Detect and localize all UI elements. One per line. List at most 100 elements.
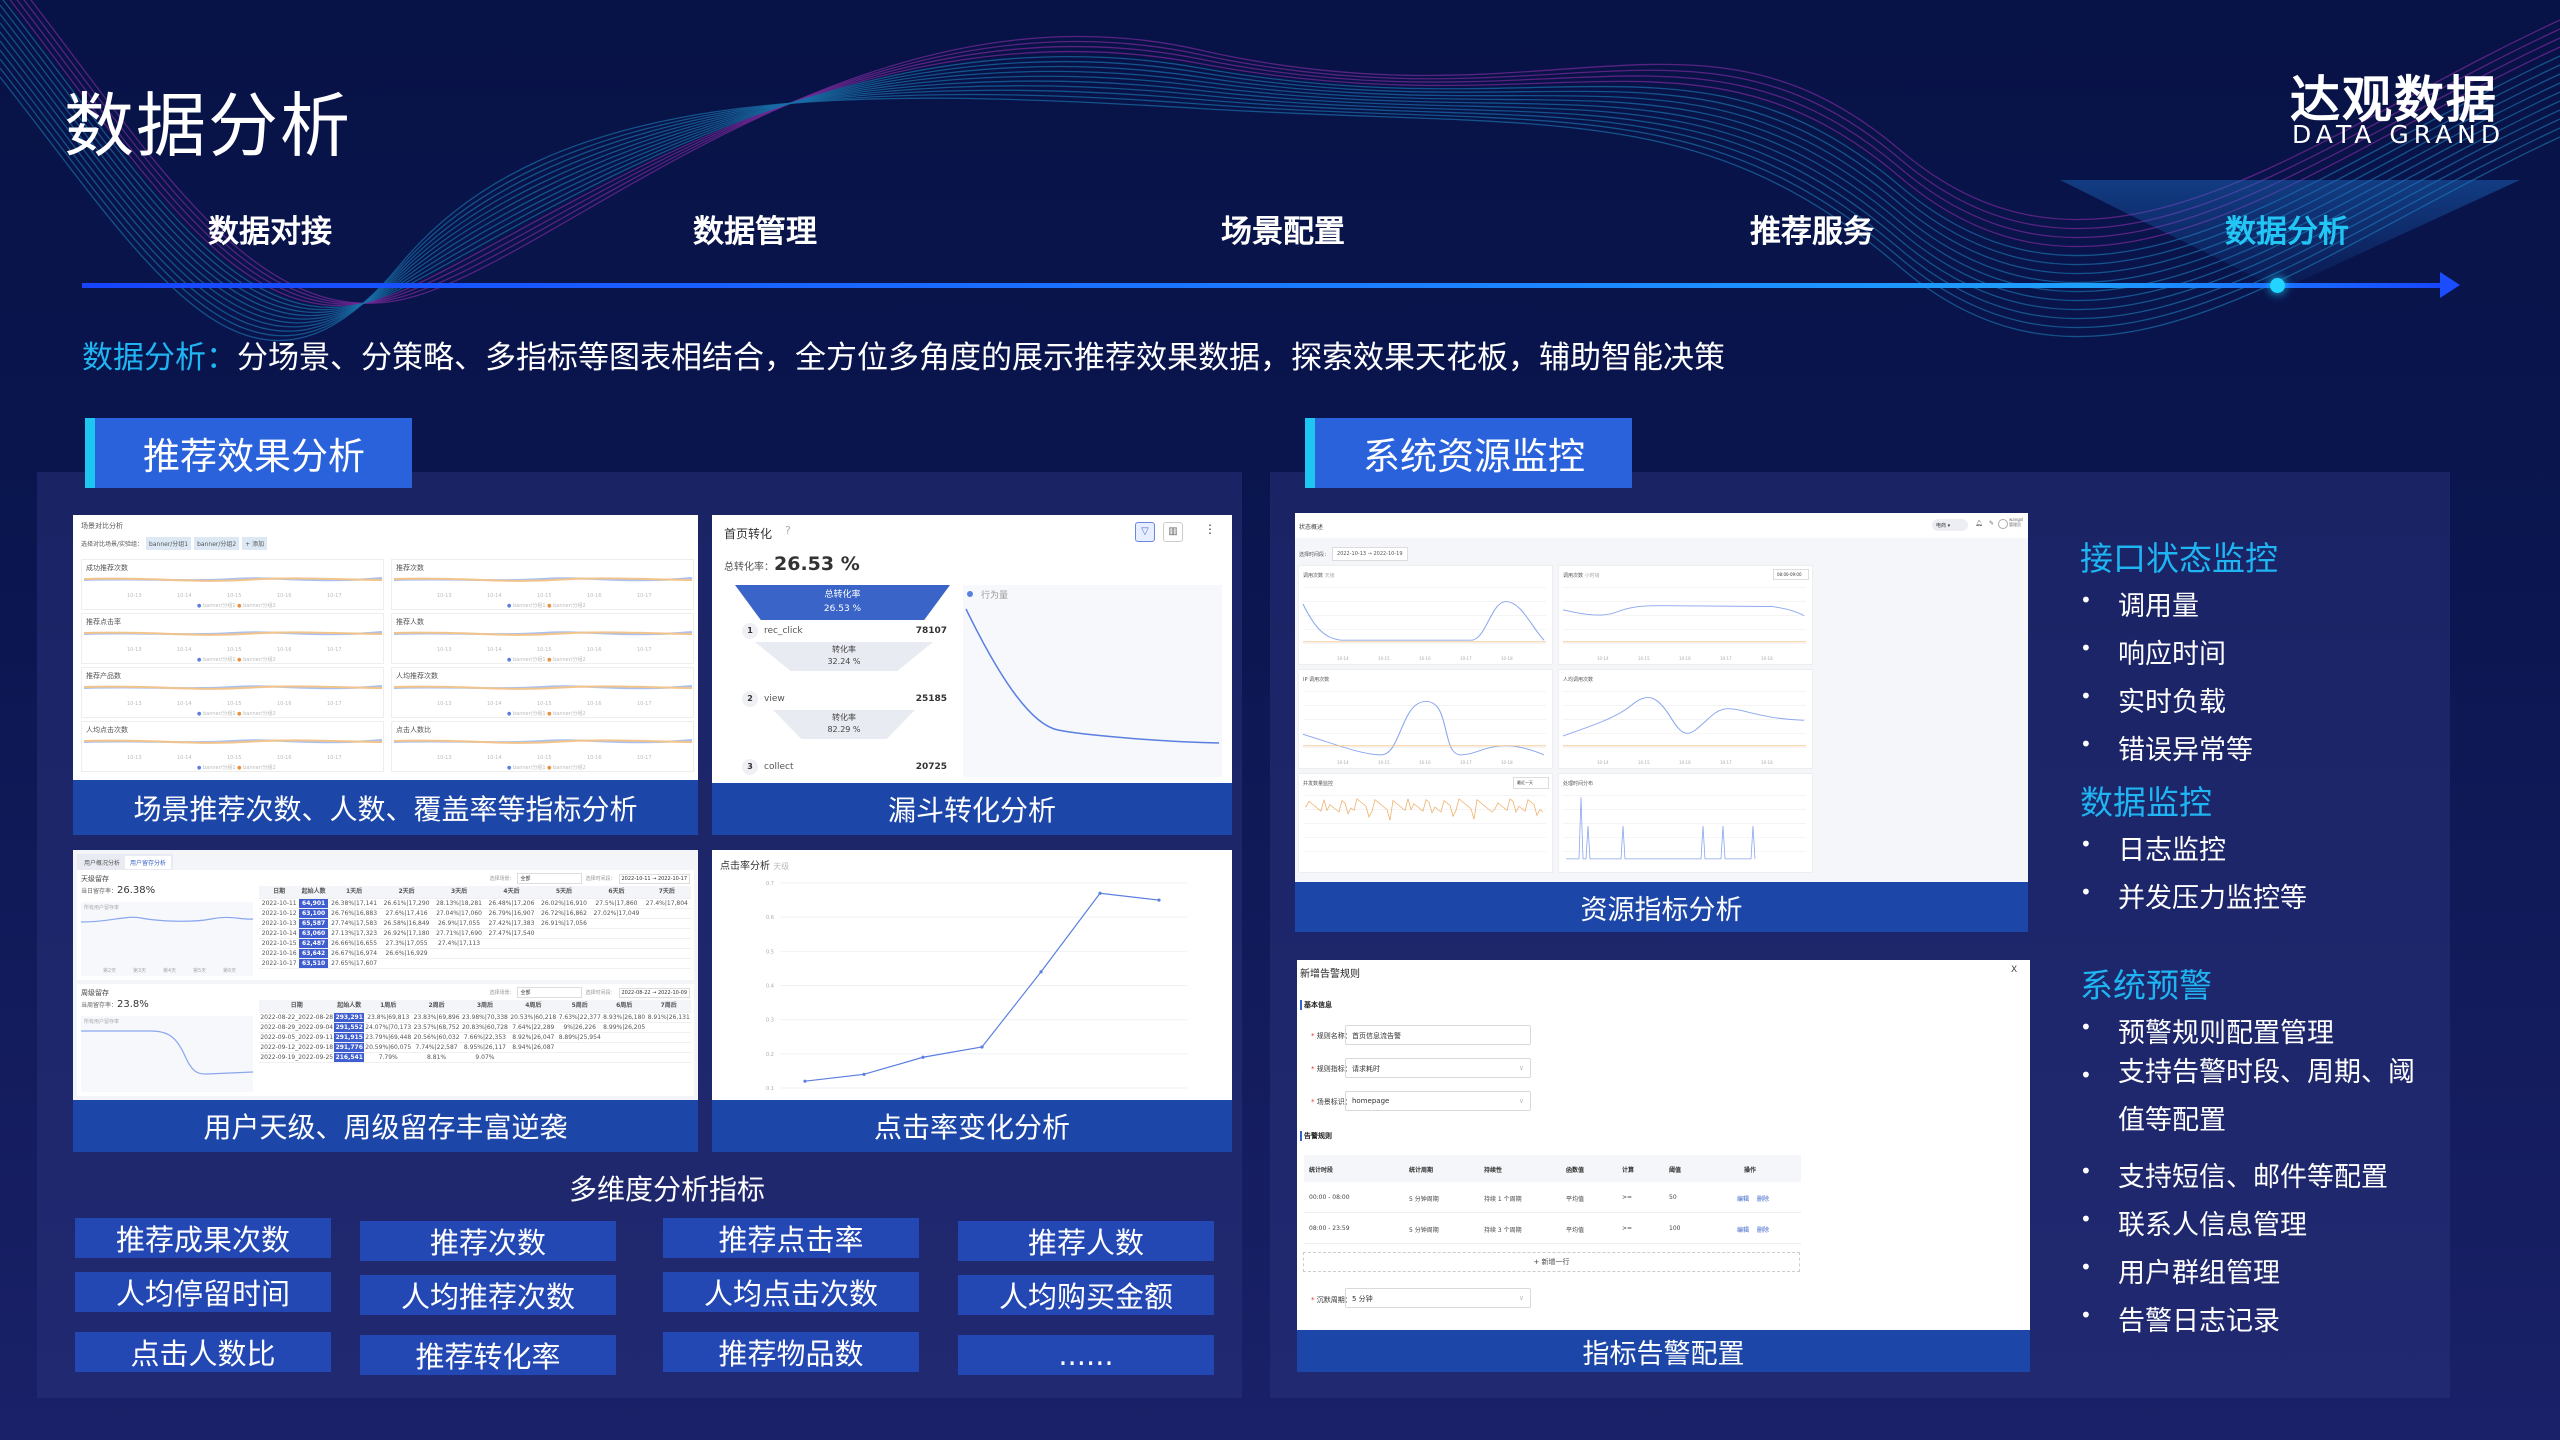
- scene-tag[interactable]: banner/分组2: [194, 537, 240, 550]
- date-range-picker[interactable]: 2022-08-22 → 2022-10-09: [618, 987, 690, 998]
- notification-icon[interactable]: 🔔︎: [1975, 520, 1983, 527]
- table-cell: 8.99%|26,205: [601, 1022, 647, 1033]
- table-cell: 26.79%|16,907: [485, 908, 538, 919]
- scene-tag[interactable]: banner/分组1: [146, 537, 192, 550]
- metric-button[interactable]: 推荐物品数: [663, 1332, 919, 1372]
- column-header: 函数值: [1566, 1167, 1585, 1174]
- edit-icon[interactable]: ✎: [1989, 520, 1995, 527]
- metric-button[interactable]: 推荐次数: [360, 1221, 616, 1261]
- table-cell: 7.66%|22,353: [460, 1032, 510, 1043]
- funnel-step[interactable]: 2 view 25185: [742, 690, 947, 708]
- table-cell: 27.74%|17,583: [327, 918, 381, 929]
- bullet-icon: •: [2080, 1255, 2092, 1279]
- field-select[interactable]: homepage ∨: [1345, 1091, 1531, 1111]
- table-cell: 216,541: [334, 1052, 365, 1063]
- step-number: 2: [742, 691, 758, 707]
- field-input[interactable]: 首页信息流告警: [1345, 1025, 1531, 1045]
- x-tick: 10-13: [437, 593, 452, 599]
- chart-range-select[interactable]: 08:00-09:00: [1773, 569, 1809, 580]
- metric-button[interactable]: 推荐点击率: [663, 1218, 919, 1258]
- column-header: 5周后: [557, 1000, 602, 1013]
- column-header: 7周后: [646, 1000, 691, 1013]
- tab-user-overview[interactable]: 用户概况分析: [84, 860, 121, 867]
- metric-button[interactable]: ......: [958, 1335, 1214, 1375]
- delete-link[interactable]: 删除: [1757, 1227, 1770, 1234]
- scene-select-label: 选择对比场景/实验组：: [81, 541, 144, 548]
- edit-link[interactable]: 编辑: [1737, 1227, 1750, 1234]
- table-cell: 50: [1669, 1194, 1677, 1201]
- table-cell: [590, 928, 643, 939]
- metric-button[interactable]: 人均推荐次数: [360, 1275, 616, 1315]
- scene-select[interactable]: 全部: [517, 873, 583, 884]
- ctr-title: 点击率分析: [720, 861, 770, 872]
- table-cell: 28.13%|18,281: [432, 898, 486, 909]
- bullet-icon: •: [2080, 1207, 2092, 1231]
- ctr-data-point[interactable]: [1098, 891, 1102, 895]
- metric-button[interactable]: 推荐转化率: [360, 1335, 616, 1375]
- metric-button[interactable]: 点击人数比: [75, 1332, 331, 1372]
- funnel-step[interactable]: 1 rec_click 78107: [742, 622, 947, 640]
- project-select[interactable]: 电商 ▾: [1932, 519, 1968, 531]
- silence-period-select[interactable]: 5 分钟 ∨: [1345, 1288, 1531, 1308]
- column-header: 2天后: [380, 886, 433, 899]
- user-info[interactable]: wangxl 管理员: [2009, 517, 2023, 527]
- silence-value: 5 分钟: [1352, 1295, 1373, 1303]
- metric-button[interactable]: 推荐成果次数: [75, 1218, 331, 1258]
- table-cell: 27.4%|17,113: [432, 938, 486, 949]
- table-cell: [590, 918, 643, 929]
- more-icon[interactable]: ⋮: [1204, 522, 1216, 536]
- metric-button[interactable]: 人均购买金额: [958, 1275, 1214, 1315]
- field-select[interactable]: 请求耗时 ∨: [1345, 1058, 1531, 1078]
- date-range-picker[interactable]: 2022-10-11 → 2022-10-17: [618, 873, 690, 884]
- scene-select[interactable]: 全部: [517, 987, 583, 998]
- ctr-data-point[interactable]: [1157, 898, 1161, 902]
- funnel-step[interactable]: 3 collect 20725: [742, 758, 947, 776]
- metric-button[interactable]: 人均点击次数: [663, 1272, 919, 1312]
- ctr-data-point[interactable]: [921, 1055, 925, 1059]
- ctr-data-point[interactable]: [980, 1045, 984, 1049]
- field-label: * 规则名称：: [1311, 1031, 1352, 1041]
- table-header: 日期 起始人数 1周后 2周后 3周后 4周后 5周后 6周后 7周后: [259, 1000, 691, 1013]
- column-header: 持续性: [1484, 1167, 1503, 1174]
- table-cell: 26.6%|16,929: [380, 948, 433, 959]
- metric-button[interactable]: 人均停留时间: [75, 1272, 331, 1312]
- chart-title: IP 调用次数: [1303, 676, 1329, 683]
- x-tick: 10-13: [127, 647, 142, 653]
- avatar[interactable]: [1998, 519, 2008, 529]
- recommend-analysis-tab: 推荐效果分析: [85, 418, 412, 488]
- nav-item-recommend-service[interactable]: 推荐服务: [1750, 214, 1874, 250]
- chart-range-select[interactable]: 最近一天: [1513, 777, 1549, 789]
- bar-chart-icon[interactable]: ▥: [1163, 522, 1183, 542]
- ctr-data-point[interactable]: [1039, 970, 1043, 974]
- monitor-feature-item: 响应时间: [2118, 639, 2226, 670]
- x-tick: 10-15: [1378, 760, 1390, 765]
- table-cell: 27.4%|17,804: [642, 898, 691, 909]
- table-cell: 8.94%|26,087: [509, 1042, 558, 1053]
- ctr-data-point[interactable]: [862, 1072, 866, 1076]
- nav-item-data-management[interactable]: 数据管理: [693, 214, 817, 250]
- table-row: 2022-10-15 62,487 26.66%|16,655 27.3%|17,05…: [259, 938, 691, 949]
- monitor-feature-item: 告警日志记录: [2118, 1306, 2280, 1337]
- ctr-data-point[interactable]: [803, 1079, 807, 1083]
- card-trend-lines: [393, 631, 693, 636]
- nav-item-data-integration[interactable]: 数据对接: [208, 214, 332, 250]
- table-row: 2022-08-22_2022-08-28 293,291 23.8%|69,813…: [259, 1012, 691, 1023]
- table-cell: 持续 3 个周期: [1484, 1227, 1522, 1234]
- tab-user-retention[interactable]: 用户留存分析: [125, 856, 172, 869]
- help-icon[interactable]: ?: [785, 524, 791, 537]
- delete-link[interactable]: 删除: [1757, 1196, 1770, 1203]
- x-tick: 第5天: [193, 968, 207, 974]
- date-range-picker[interactable]: 2022-10-13 → 2022-10-19: [1332, 547, 1408, 561]
- x-tick: 10-14: [1597, 760, 1609, 765]
- nav-item-scene-config[interactable]: 场景配置: [1221, 214, 1345, 250]
- close-icon[interactable]: X: [2011, 965, 2018, 975]
- add-row-button[interactable]: + 新增一行: [1303, 1252, 1800, 1272]
- legend-label: banner/分组1: [202, 603, 236, 609]
- add-scene-button[interactable]: + 添加: [242, 537, 268, 550]
- metric-button[interactable]: 推荐人数: [958, 1221, 1214, 1261]
- funnel-view-icon[interactable]: ▽: [1135, 522, 1155, 542]
- edit-link[interactable]: 编辑: [1737, 1196, 1750, 1203]
- table-cell: 2022-10-17: [259, 958, 300, 969]
- column-header: 1天后: [327, 886, 381, 899]
- nav-item-data-analysis[interactable]: 数据分析: [2225, 214, 2349, 250]
